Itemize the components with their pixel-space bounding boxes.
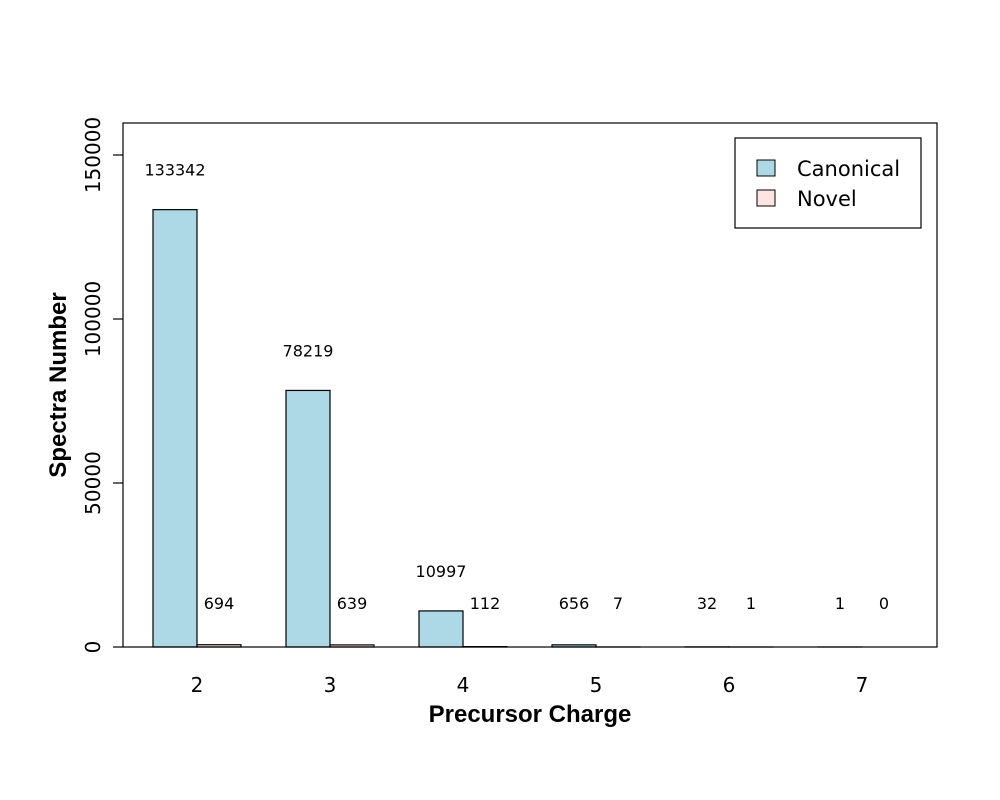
data-label-canonical-7: 1 <box>835 594 845 613</box>
x-tick-label-6: 6 <box>723 673 736 697</box>
data-label-novel-3: 639 <box>337 594 368 613</box>
y-tick-label-100000: 100000 <box>81 281 105 357</box>
data-label-novel-5: 7 <box>613 594 623 613</box>
data-label-canonical-4: 10997 <box>416 562 467 581</box>
x-tick-label-5: 5 <box>590 673 603 697</box>
legend-swatch-novel <box>756 189 776 207</box>
bar-canonical-3 <box>285 389 331 648</box>
y-tick-label-0: 0 <box>81 641 105 654</box>
bar-canonical-4 <box>418 610 464 648</box>
y-axis-title: Spectra Number <box>45 292 72 477</box>
data-label-canonical-6: 32 <box>697 594 717 613</box>
data-label-canonical-5: 656 <box>559 594 590 613</box>
y-tick-label-150000: 150000 <box>81 117 105 193</box>
bars-layer <box>152 209 863 648</box>
data-label-novel-7: 0 <box>879 594 889 613</box>
x-axis: 2 3 4 5 6 7 <box>191 673 869 697</box>
plot-frame <box>122 122 938 648</box>
legend-box <box>734 137 922 229</box>
data-label-novel-2: 694 <box>204 594 235 613</box>
y-axis: 0 50000 100000 150000 <box>81 117 123 654</box>
legend: Canonical Novel <box>734 137 922 229</box>
data-label-canonical-2: 133342 <box>144 161 205 180</box>
legend-label-canonical: Canonical <box>797 157 900 181</box>
data-label-novel-6: 1 <box>746 594 756 613</box>
legend-swatch-canonical <box>756 159 776 177</box>
x-axis-title: Precursor Charge <box>429 701 632 728</box>
data-label-novel-4: 112 <box>470 594 501 613</box>
x-tick-label-4: 4 <box>457 673 470 697</box>
legend-label-novel: Novel <box>797 187 857 211</box>
x-tick-label-7: 7 <box>856 673 869 697</box>
x-tick-label-3: 3 <box>324 673 337 697</box>
bar-canonical-2 <box>152 209 198 648</box>
x-tick-label-2: 2 <box>191 673 204 697</box>
data-label-canonical-3: 78219 <box>283 341 334 360</box>
y-tick-label-50000: 50000 <box>81 451 105 515</box>
